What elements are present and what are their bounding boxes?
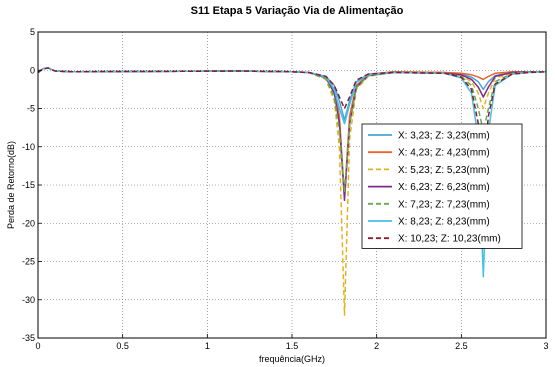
x-tick-label: 1.5 xyxy=(286,341,299,351)
legend-entry-2: X: 4,23; Z: 4,23(mm) xyxy=(398,148,490,159)
y-tick-label: -20 xyxy=(22,218,35,228)
x-tick-label: 2.5 xyxy=(455,341,468,351)
x-tick-label: 2 xyxy=(374,341,379,351)
legend-entry-7: X: 10,23; Z: 10,23(mm) xyxy=(398,234,501,245)
x-axis-label: frequência(GHz) xyxy=(259,354,325,364)
series-line-7 xyxy=(37,67,547,171)
legend-entry-3: X: 5,23; Z: 5,23(mm) xyxy=(398,165,490,176)
y-tick-label: 0 xyxy=(30,65,35,75)
legend: X: 3,23; Z: 3,23(mm) X: 4,23; Z: 4,23(mm)… xyxy=(361,123,523,249)
y-tick-label: -15 xyxy=(22,180,35,190)
y-tick-label: 5 xyxy=(30,27,35,37)
chart-title: S11 Etapa 5 Variação Via de Alimentação xyxy=(191,5,404,17)
x-tick-label: 0.5 xyxy=(116,341,129,351)
legend-entry-4: X: 6,23; Z: 6,23(mm) xyxy=(398,182,490,193)
y-tick-label: -35 xyxy=(22,333,35,343)
series-line-1 xyxy=(37,67,546,121)
legend-entry-1: X: 3,23; Z: 3,23(mm) xyxy=(398,131,490,142)
x-tick-label: 1 xyxy=(205,341,210,351)
x-tick-label: 3 xyxy=(543,341,548,351)
y-tick-label: -25 xyxy=(22,257,35,267)
y-tick-label: -5 xyxy=(27,104,35,114)
legend-entry-5: X: 7,23; Z: 7,23(mm) xyxy=(398,199,490,210)
y-tick-label: -10 xyxy=(22,142,35,152)
series-layer xyxy=(37,67,547,316)
ticks: 0 0.5 1 1.5 2 2.5 3 5 0 -5 -10 -15 -20 -25 -30 -35 xyxy=(22,27,549,351)
legend-entry-6: X: 8,23; Z: 8,23(mm) xyxy=(398,217,490,228)
y-axis-label: Perda de Retorno(dB) xyxy=(6,141,16,229)
y-tick-label: -30 xyxy=(22,295,35,305)
x-tick-label: 0 xyxy=(35,341,40,351)
